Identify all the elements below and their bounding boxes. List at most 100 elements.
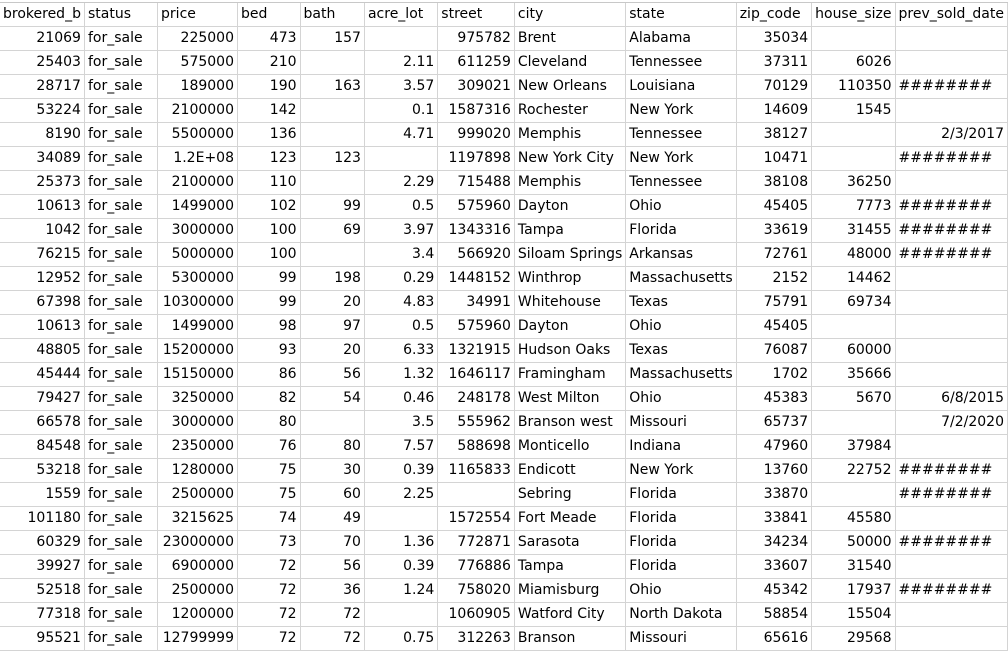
- header-cell-brokered-by[interactable]: brokered_b: [0, 3, 85, 27]
- header-cell-city[interactable]: city: [514, 3, 627, 27]
- cell-brokered-by[interactable]: 76215: [0, 242, 85, 267]
- cell-price[interactable]: 3000000: [157, 410, 238, 435]
- cell-zip-code[interactable]: 38127: [736, 122, 813, 147]
- cell-bath[interactable]: 70: [300, 530, 365, 555]
- cell-prev-sold-date[interactable]: [895, 506, 1008, 531]
- cell-status[interactable]: for_sale: [84, 410, 159, 435]
- cell-city[interactable]: Rochester: [514, 98, 627, 123]
- cell-bed[interactable]: 98: [237, 314, 301, 339]
- cell-price[interactable]: 2100000: [157, 170, 238, 195]
- cell-price[interactable]: 2350000: [157, 434, 238, 459]
- header-cell-prev-sold-date[interactable]: prev_sold_date: [895, 3, 1008, 27]
- cell-prev-sold-date[interactable]: [895, 626, 1008, 651]
- cell-city[interactable]: West Milton: [514, 386, 627, 411]
- cell-brokered-by[interactable]: 66578: [0, 410, 85, 435]
- cell-prev-sold-date[interactable]: [895, 26, 1008, 51]
- cell-status[interactable]: for_sale: [84, 506, 159, 531]
- cell-street[interactable]: 975782: [437, 26, 515, 51]
- cell-brokered-by[interactable]: 1042: [0, 218, 85, 243]
- cell-street[interactable]: 588698: [437, 434, 515, 459]
- cell-street[interactable]: 555962: [437, 410, 515, 435]
- cell-acre-lot[interactable]: 0.29: [364, 266, 439, 291]
- cell-house-size[interactable]: 37984: [811, 434, 896, 459]
- cell-price[interactable]: 1499000: [157, 194, 238, 219]
- cell-city[interactable]: Winthrop: [514, 266, 627, 291]
- cell-acre-lot[interactable]: [364, 506, 439, 531]
- cell-house-size[interactable]: [811, 482, 896, 507]
- cell-status[interactable]: for_sale: [84, 26, 159, 51]
- cell-bed[interactable]: 123: [237, 146, 301, 171]
- cell-city[interactable]: Brent: [514, 26, 627, 51]
- cell-brokered-by[interactable]: 95521: [0, 626, 85, 651]
- cell-bath[interactable]: 123: [300, 146, 365, 171]
- cell-status[interactable]: for_sale: [84, 314, 159, 339]
- cell-house-size[interactable]: 110350: [811, 74, 896, 99]
- cell-status[interactable]: for_sale: [84, 194, 159, 219]
- cell-bath[interactable]: 163: [300, 74, 365, 99]
- cell-zip-code[interactable]: 37311: [736, 50, 813, 75]
- cell-bed[interactable]: 210: [237, 50, 301, 75]
- cell-bed[interactable]: 473: [237, 26, 301, 51]
- cell-state[interactable]: Florida: [625, 482, 737, 507]
- cell-state[interactable]: Ohio: [625, 194, 737, 219]
- cell-state[interactable]: Indiana: [625, 434, 737, 459]
- cell-bed[interactable]: 110: [237, 170, 301, 195]
- cell-acre-lot[interactable]: 0.46: [364, 386, 439, 411]
- cell-street[interactable]: 575960: [437, 314, 515, 339]
- cell-price[interactable]: 15150000: [157, 362, 238, 387]
- cell-status[interactable]: for_sale: [84, 146, 159, 171]
- header-cell-bed[interactable]: bed: [237, 3, 301, 27]
- cell-street[interactable]: 566920: [437, 242, 515, 267]
- cell-acre-lot[interactable]: 1.24: [364, 578, 439, 603]
- cell-house-size[interactable]: 5670: [811, 386, 896, 411]
- cell-bath[interactable]: 69: [300, 218, 365, 243]
- cell-status[interactable]: for_sale: [84, 602, 159, 627]
- cell-acre-lot[interactable]: 0.39: [364, 554, 439, 579]
- cell-bed[interactable]: 102: [237, 194, 301, 219]
- cell-city[interactable]: Fort Meade: [514, 506, 627, 531]
- cell-zip-code[interactable]: 75791: [736, 290, 813, 315]
- cell-street[interactable]: 1197898: [437, 146, 515, 171]
- cell-brokered-by[interactable]: 101180: [0, 506, 85, 531]
- cell-prev-sold-date[interactable]: ########: [895, 578, 1008, 603]
- cell-acre-lot[interactable]: 1.32: [364, 362, 439, 387]
- cell-state[interactable]: Tennessee: [625, 170, 737, 195]
- cell-state[interactable]: New York: [625, 458, 737, 483]
- cell-state[interactable]: Tennessee: [625, 122, 737, 147]
- cell-house-size[interactable]: 22752: [811, 458, 896, 483]
- cell-street[interactable]: 776886: [437, 554, 515, 579]
- cell-bed[interactable]: 74: [237, 506, 301, 531]
- cell-city[interactable]: Branson west: [514, 410, 627, 435]
- cell-bath[interactable]: 20: [300, 338, 365, 363]
- cell-brokered-by[interactable]: 25403: [0, 50, 85, 75]
- cell-bed[interactable]: 72: [237, 578, 301, 603]
- cell-state[interactable]: North Dakota: [625, 602, 737, 627]
- cell-bath[interactable]: 54: [300, 386, 365, 411]
- cell-zip-code[interactable]: 2152: [736, 266, 813, 291]
- cell-zip-code[interactable]: 72761: [736, 242, 813, 267]
- cell-prev-sold-date[interactable]: [895, 602, 1008, 627]
- cell-zip-code[interactable]: 33607: [736, 554, 813, 579]
- cell-brokered-by[interactable]: 34089: [0, 146, 85, 171]
- cell-bed[interactable]: 100: [237, 218, 301, 243]
- cell-price[interactable]: 5500000: [157, 122, 238, 147]
- cell-bath[interactable]: 80: [300, 434, 365, 459]
- cell-state[interactable]: New York: [625, 146, 737, 171]
- cell-prev-sold-date[interactable]: ########: [895, 458, 1008, 483]
- cell-brokered-by[interactable]: 60329: [0, 530, 85, 555]
- header-cell-street[interactable]: street: [437, 3, 515, 27]
- cell-price[interactable]: 1499000: [157, 314, 238, 339]
- cell-price[interactable]: 12799999: [157, 626, 238, 651]
- cell-price[interactable]: 1.2E+08: [157, 146, 238, 171]
- cell-zip-code[interactable]: 10471: [736, 146, 813, 171]
- cell-street[interactable]: 999020: [437, 122, 515, 147]
- cell-brokered-by[interactable]: 28717: [0, 74, 85, 99]
- cell-acre-lot[interactable]: 3.97: [364, 218, 439, 243]
- cell-acre-lot[interactable]: 3.5: [364, 410, 439, 435]
- cell-bed[interactable]: 73: [237, 530, 301, 555]
- cell-status[interactable]: for_sale: [84, 530, 159, 555]
- cell-bath[interactable]: 97: [300, 314, 365, 339]
- cell-house-size[interactable]: [811, 146, 896, 171]
- header-cell-acre-lot[interactable]: acre_lot: [364, 3, 439, 27]
- cell-brokered-by[interactable]: 84548: [0, 434, 85, 459]
